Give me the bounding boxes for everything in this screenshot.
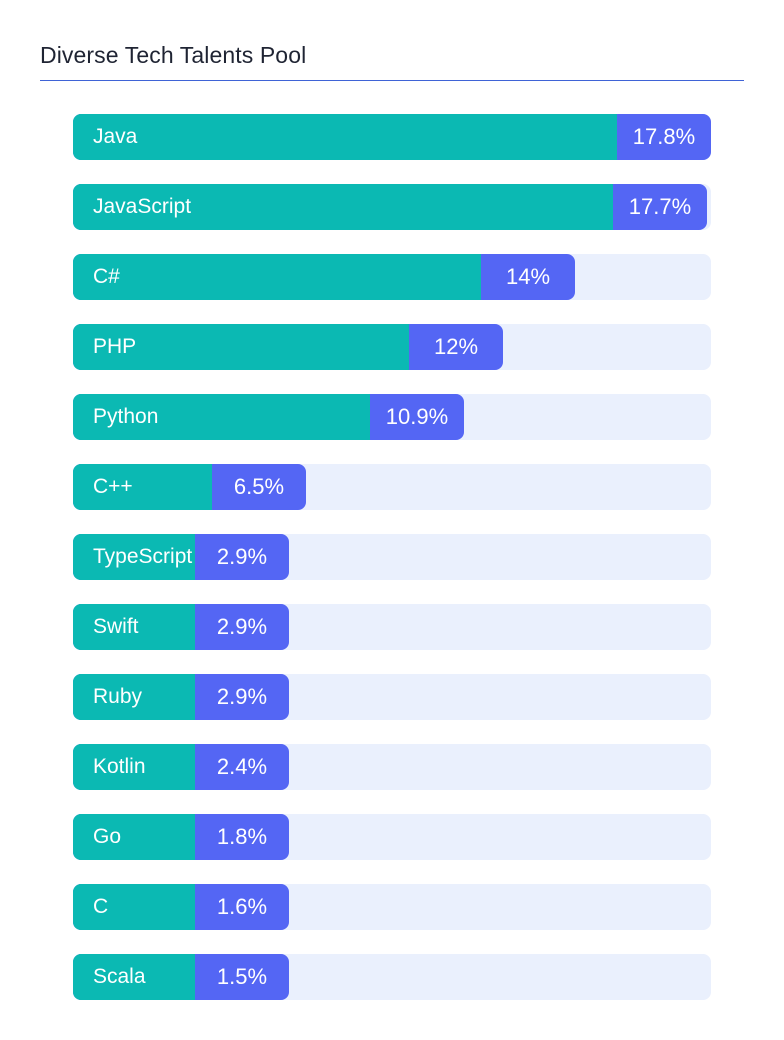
bar-category-label: TypeScript <box>93 545 193 568</box>
bar-label-segment <box>73 814 195 860</box>
bar-category-label: Python <box>93 405 159 428</box>
bar-category-label: Go <box>93 825 122 848</box>
bar-value-label: 2.9% <box>216 544 268 569</box>
bar-row: JavaScript 17.7% <box>73 184 711 230</box>
bar: PHP 12% <box>73 324 503 370</box>
bar-row: Scala 1.5% <box>73 954 711 1000</box>
bar-value-label: 14% <box>505 264 551 289</box>
bar: Kotlin 2.4% <box>73 744 289 790</box>
bar-label-segment <box>73 954 195 1000</box>
bar: C 1.6% <box>73 884 289 930</box>
bar: Scala 1.5% <box>73 954 289 1000</box>
bar-label-segment <box>73 394 370 440</box>
bar-row: TypeScript 2.9% <box>73 534 711 580</box>
bar-row: C 1.6% <box>73 884 711 930</box>
bar-label-segment <box>73 744 195 790</box>
bar-label-segment <box>73 324 409 370</box>
bar-label-segment <box>73 674 195 720</box>
bar-row: Python 10.9% <box>73 394 711 440</box>
bar-value-label: 1.8% <box>216 824 268 849</box>
bar-chart: Java 17.8% JavaScript 17.7% C# 14% PHP 12% Pytho… <box>73 114 711 1024</box>
bar-category-label: JavaScript <box>93 195 192 218</box>
bar: Swift 2.9% <box>73 604 289 650</box>
bar-label-segment <box>73 464 212 510</box>
bar-label-segment <box>73 534 195 580</box>
bar-category-label: C <box>93 895 109 918</box>
bar-label-segment <box>73 184 613 230</box>
bar: JavaScript 17.7% <box>73 184 707 230</box>
bar-value-label: 2.9% <box>216 614 268 639</box>
bar-value-label: 1.6% <box>216 894 268 919</box>
bar-label-segment <box>73 114 617 160</box>
bar: TypeScript 2.9% <box>73 534 289 580</box>
bar-category-label: C++ <box>93 475 133 498</box>
bar: Ruby 2.9% <box>73 674 289 720</box>
bar-value-label: 10.9% <box>385 404 449 429</box>
bar-label-segment <box>73 604 195 650</box>
bar-row: C++ 6.5% <box>73 464 711 510</box>
bar-row: Java 17.8% <box>73 114 711 160</box>
bar-value-label: 17.7% <box>628 194 692 219</box>
bar-category-label: PHP <box>93 335 137 358</box>
bar-row: PHP 12% <box>73 324 711 370</box>
bar-row: Go 1.8% <box>73 814 711 860</box>
bar: C# 14% <box>73 254 575 300</box>
bar-value-label: 6.5% <box>233 474 285 499</box>
bar: Python 10.9% <box>73 394 464 440</box>
bar-category-label: C# <box>93 265 120 288</box>
bar-row: C# 14% <box>73 254 711 300</box>
bar: Java 17.8% <box>73 114 711 160</box>
bar-value-label: 2.9% <box>216 684 268 709</box>
bar-value-label: 2.4% <box>216 754 268 779</box>
chart-title: Diverse Tech Talents Pool <box>40 42 307 68</box>
bar-label-segment <box>73 884 195 930</box>
bar: Go 1.8% <box>73 814 289 860</box>
title-divider <box>40 80 744 81</box>
bar-value-label: 12% <box>433 334 479 359</box>
bar: C++ 6.5% <box>73 464 306 510</box>
bar-label-segment <box>73 254 481 300</box>
bar-row: Swift 2.9% <box>73 604 711 650</box>
bar-category-label: Java <box>93 125 138 148</box>
bar-value-label: 1.5% <box>216 964 268 989</box>
bar-category-label: Swift <box>93 615 139 638</box>
bar-row: Kotlin 2.4% <box>73 744 711 790</box>
bar-category-label: Scala <box>93 965 146 988</box>
bar-row: Ruby 2.9% <box>73 674 711 720</box>
bar-value-label: 17.8% <box>632 124 696 149</box>
bar-category-label: Ruby <box>93 685 143 708</box>
bar-category-label: Kotlin <box>93 755 146 778</box>
